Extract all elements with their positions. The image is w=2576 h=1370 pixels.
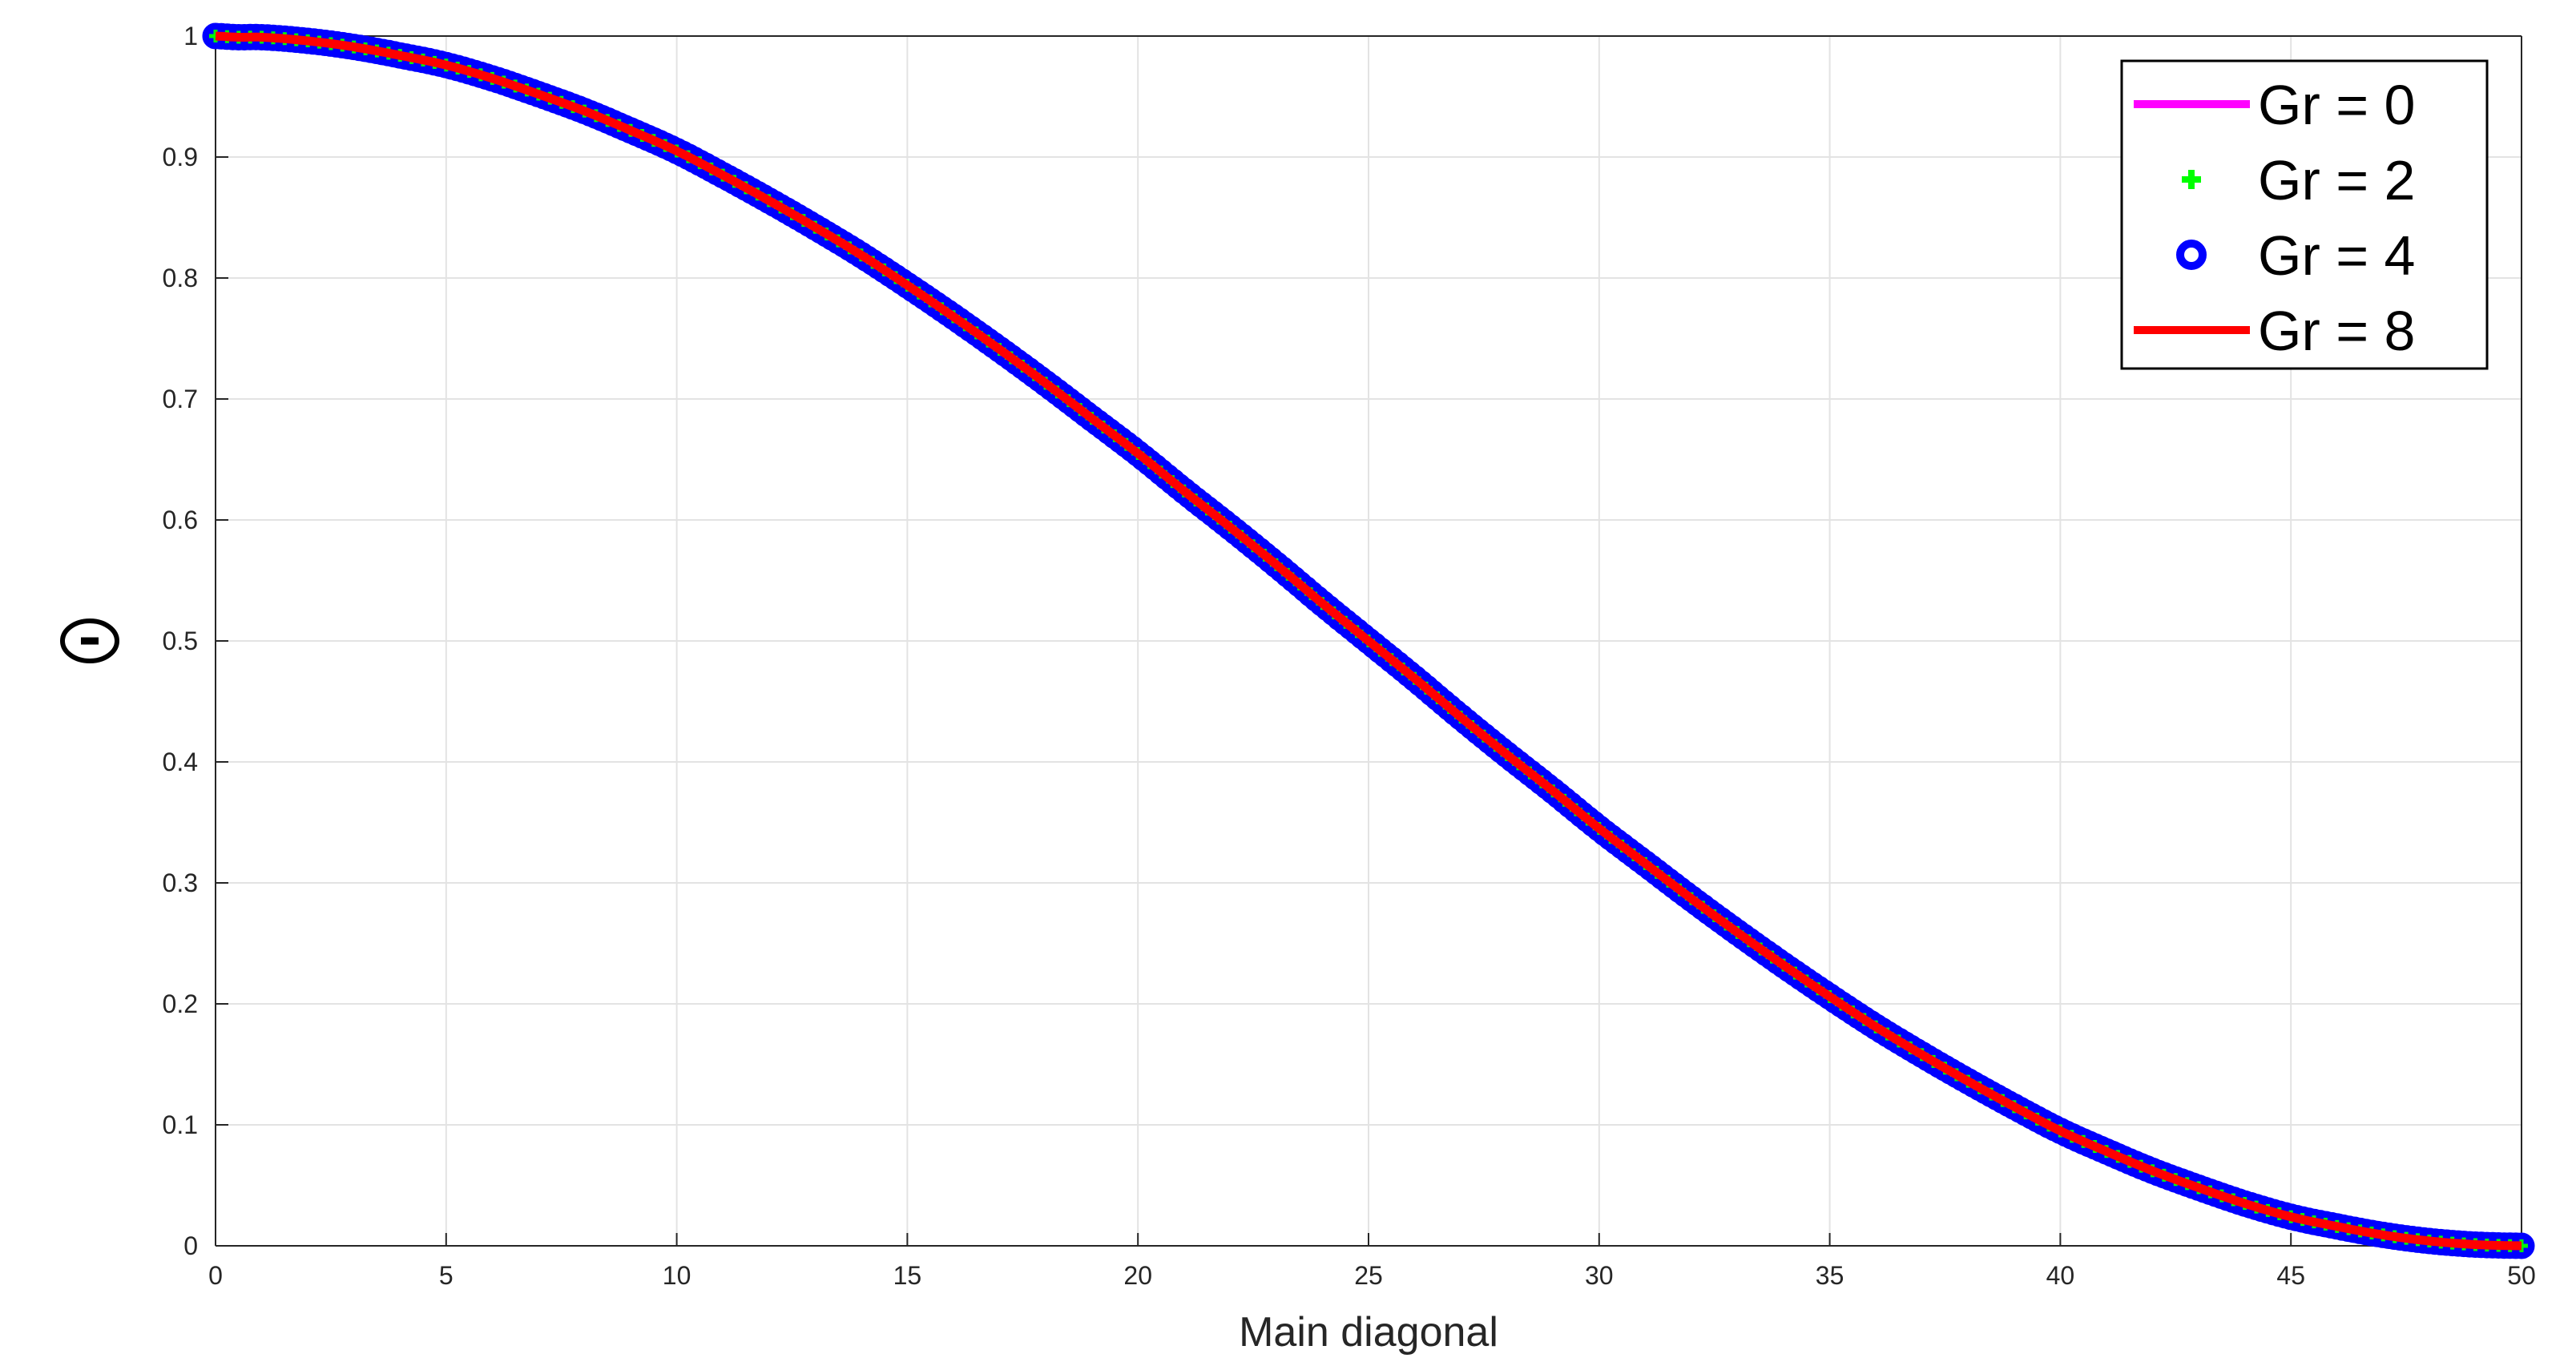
y-tick-label: 0 [183, 1231, 198, 1260]
y-tick-label: 0.5 [163, 627, 198, 655]
legend-label-gr8: Gr = 8 [2258, 300, 2415, 362]
x-tick-label: 10 [663, 1261, 691, 1290]
legend-swatch-gr4 [2176, 240, 2207, 270]
y-tick-label: 0.1 [163, 1110, 198, 1139]
y-tick-label: 0.9 [163, 143, 198, 171]
x-tick-label: 20 [1123, 1261, 1152, 1290]
series-layer [202, 22, 2535, 1259]
y-tick-label: 0.8 [163, 264, 198, 292]
y-tick-label: 0.4 [163, 747, 198, 776]
y-tick-label: 0.3 [163, 868, 198, 897]
legend-entry-gr2: Gr = 2 [2182, 149, 2415, 212]
y-tick-label: 0.6 [163, 506, 198, 534]
legend: Gr = 0 Gr = 2 Gr = 4 Gr = 8 [2120, 59, 2489, 370]
y-axis-label: Θ [60, 619, 119, 663]
x-tick-labels: 0 5 10 15 20 25 30 35 40 45 50 [208, 1261, 2536, 1290]
legend-label-gr0: Gr = 0 [2258, 74, 2415, 136]
x-tick-label: 5 [439, 1261, 454, 1290]
legend-box [2120, 59, 2489, 370]
x-tick-label: 25 [1354, 1261, 1383, 1290]
y-tick-label: 0.7 [163, 385, 198, 413]
x-tick-label: 15 [893, 1261, 922, 1290]
legend-label-gr2: Gr = 2 [2258, 149, 2415, 212]
legend-label-gr4: Gr = 4 [2258, 224, 2415, 287]
y-tick-label: 1 [183, 22, 198, 50]
legend-entry-gr8: Gr = 8 [2134, 300, 2415, 362]
y-axis-label-ring [60, 619, 119, 663]
x-axis-label: Main diagonal [1239, 1309, 1498, 1356]
legend-entry-gr0: Gr = 0 [2134, 74, 2415, 136]
y-tick-labels: 0 0.1 0.2 0.3 0.4 0.5 0.6 0.7 0.8 0.9 1 [163, 22, 198, 1260]
legend-swatch-gr2 [2182, 170, 2201, 189]
y-tick-label: 0.2 [163, 989, 198, 1018]
series-line-gr8 [215, 31, 2522, 1251]
x-tick-label: 45 [2276, 1261, 2305, 1290]
legend-entry-gr4: Gr = 4 [2176, 224, 2415, 287]
x-tick-label: 50 [2507, 1261, 2536, 1290]
x-tick-label: 35 [1816, 1261, 1844, 1290]
x-tick-label: 30 [1585, 1261, 1614, 1290]
x-tick-label: 40 [2046, 1261, 2075, 1290]
x-tick-label: 0 [208, 1261, 223, 1290]
